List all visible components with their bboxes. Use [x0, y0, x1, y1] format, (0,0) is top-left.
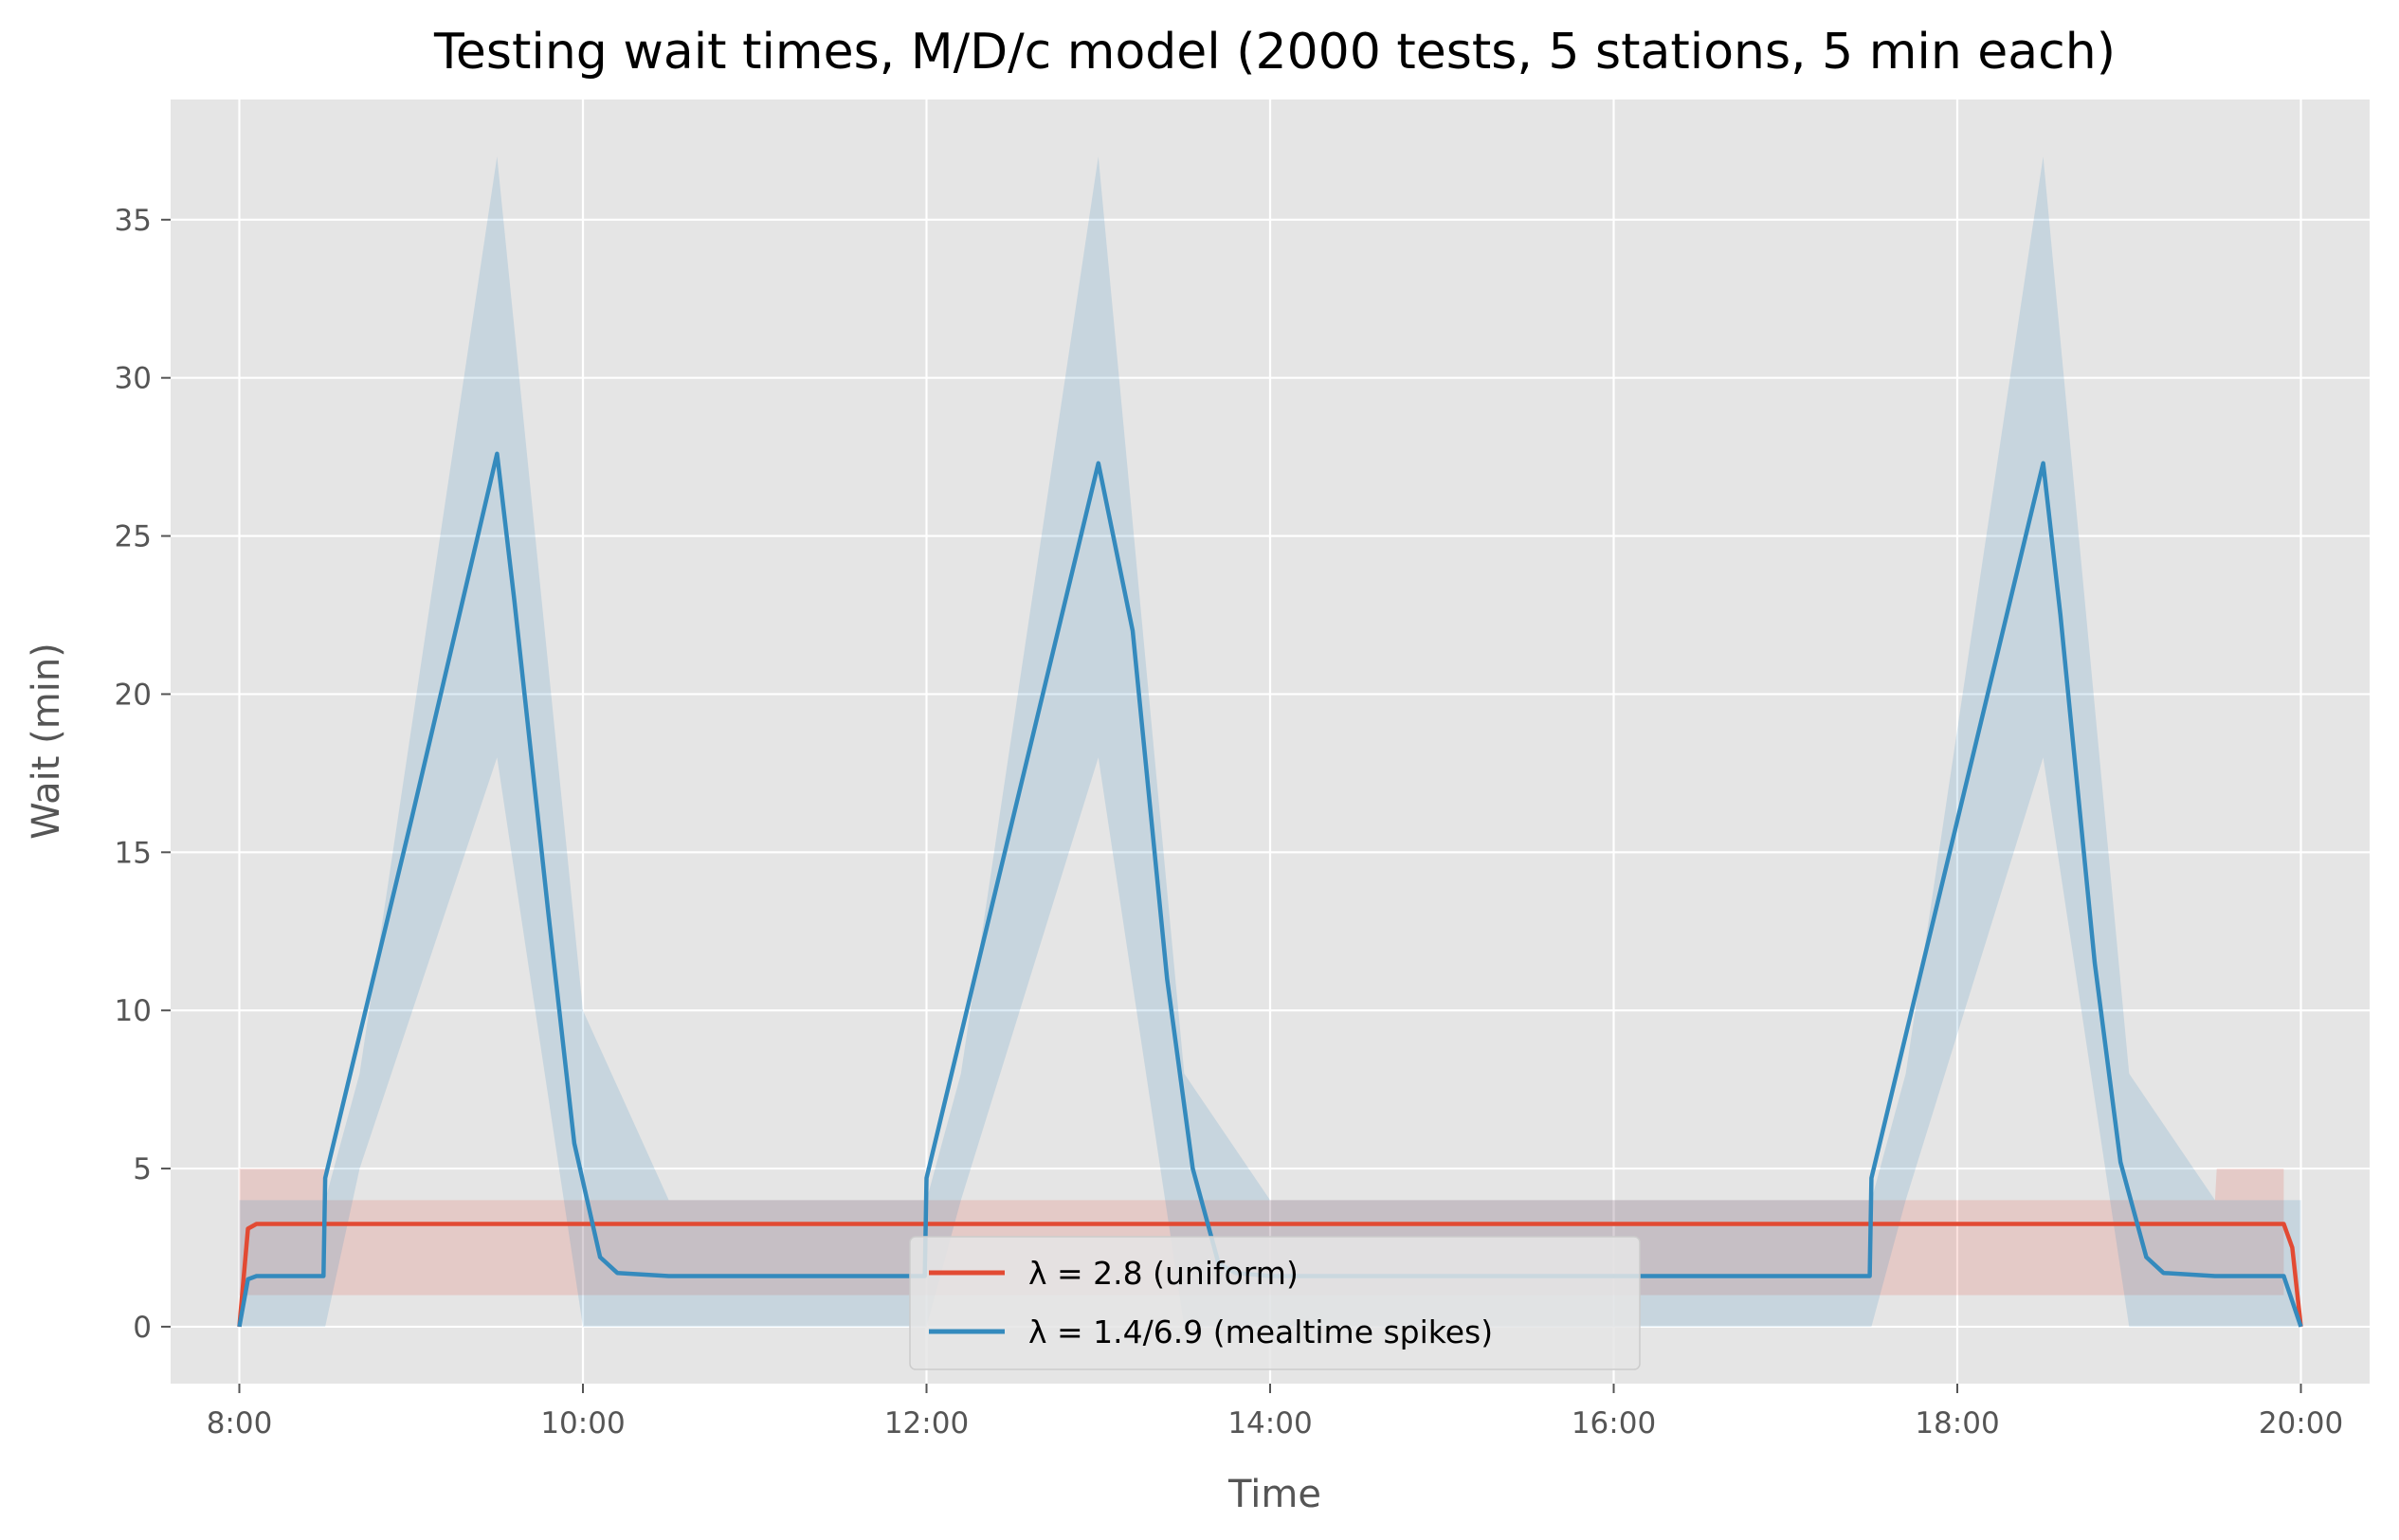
- x-tick-label: 14:00: [1227, 1406, 1312, 1440]
- y-tick-label: 10: [115, 994, 152, 1028]
- line-mealtime: [237, 451, 2303, 1328]
- x-ticks: 8:00 10:00 12:00 14:00 16:00 18:00 20:00: [207, 1384, 2343, 1440]
- y-tick-label: 20: [115, 678, 152, 712]
- x-tick-label: 18:00: [1915, 1406, 1999, 1440]
- band-uniform: [239, 1169, 2284, 1295]
- x-axis-label: Time: [1227, 1473, 1321, 1516]
- y-tick-label: 5: [133, 1152, 152, 1187]
- y-ticks: 0 5 10 15 20 25 30 35: [115, 204, 171, 1345]
- x-tick-label: 8:00: [207, 1406, 273, 1440]
- line-uniform: [237, 1222, 2303, 1328]
- chart-title: Testing wait times, M/D/c model (2000 te…: [433, 24, 2116, 81]
- x-tick-label: 12:00: [884, 1406, 969, 1440]
- confidence-bands: [239, 156, 2301, 1327]
- x-tick-label: 16:00: [1572, 1406, 1656, 1440]
- x-tick-label: 10:00: [540, 1406, 625, 1440]
- legend-box: [909, 1236, 1641, 1370]
- y-tick-label: 0: [133, 1311, 152, 1345]
- x-tick-label: 20:00: [2259, 1406, 2343, 1440]
- legend-label-mealtime: λ = 1.4/6.9 (mealtime spikes): [1028, 1314, 1493, 1350]
- y-tick-label: 30: [115, 362, 152, 396]
- y-axis-label: Wait (min): [25, 643, 68, 840]
- legend: λ = 2.8 (uniform) λ = 1.4/6.9 (mealtime …: [909, 1236, 1641, 1370]
- legend-label-uniform: λ = 2.8 (uniform): [1028, 1255, 1299, 1292]
- y-tick-label: 15: [115, 836, 152, 870]
- series-lines: [237, 451, 2303, 1328]
- y-tick-label: 35: [115, 204, 152, 238]
- grid: [171, 100, 2370, 1384]
- y-tick-label: 25: [115, 520, 152, 554]
